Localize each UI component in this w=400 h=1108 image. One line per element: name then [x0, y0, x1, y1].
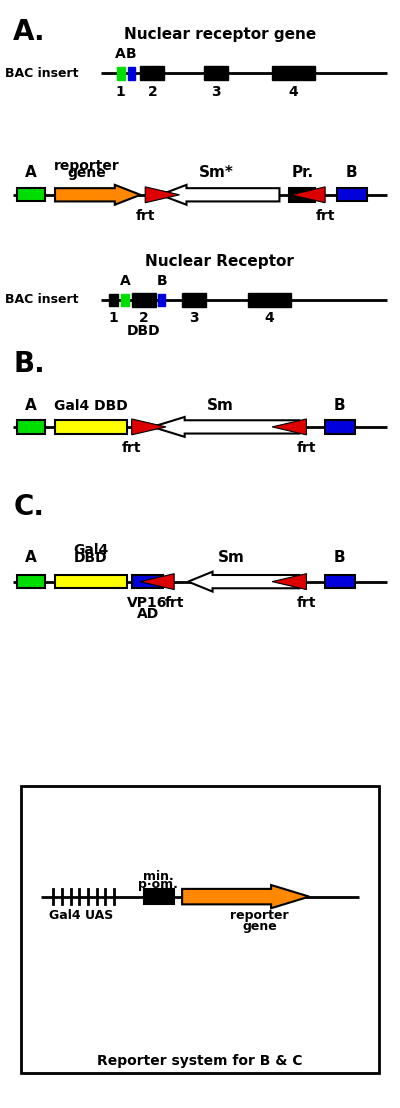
Text: reporter: reporter	[54, 158, 120, 173]
Text: gene: gene	[68, 166, 106, 181]
Text: 3: 3	[189, 311, 199, 325]
Text: B.: B.	[13, 349, 45, 378]
Bar	[17, 188, 45, 202]
Text: Reporter system for B & C: Reporter system for B & C	[97, 1054, 303, 1068]
Bar	[272, 66, 315, 81]
Bar	[55, 575, 126, 588]
Text: min.: min.	[143, 871, 174, 883]
Text: B: B	[126, 47, 136, 61]
Text: A.: A.	[13, 18, 46, 45]
Polygon shape	[291, 187, 325, 203]
Text: B: B	[334, 398, 346, 412]
Text: 2: 2	[148, 85, 157, 100]
Polygon shape	[132, 419, 166, 434]
Bar	[289, 187, 315, 202]
Text: frt: frt	[315, 209, 335, 223]
Text: Sm: Sm	[206, 398, 233, 412]
Bar	[182, 293, 206, 307]
Text: A: A	[25, 165, 37, 181]
FancyArrow shape	[160, 185, 280, 205]
Bar	[204, 66, 228, 81]
Polygon shape	[272, 574, 306, 589]
Text: 4: 4	[265, 311, 274, 325]
Text: B: B	[334, 550, 346, 565]
Text: Nuclear receptor gene: Nuclear receptor gene	[124, 27, 316, 42]
Bar	[110, 294, 118, 306]
FancyArrow shape	[55, 185, 140, 205]
Text: A: A	[115, 47, 126, 61]
Text: gene: gene	[242, 920, 277, 933]
Text: C.: C.	[13, 493, 44, 521]
Bar	[55, 420, 126, 433]
Bar	[17, 420, 45, 433]
Text: DBD: DBD	[74, 551, 108, 565]
Bar	[144, 889, 174, 904]
Text: A: A	[25, 398, 37, 412]
Text: frt: frt	[122, 441, 142, 455]
Polygon shape	[140, 574, 174, 589]
Bar	[248, 293, 291, 307]
Text: Sm*: Sm*	[198, 165, 233, 181]
Polygon shape	[272, 419, 306, 434]
Text: Gal4 UAS: Gal4 UAS	[49, 909, 113, 922]
Text: B: B	[156, 274, 167, 288]
Text: 3: 3	[211, 85, 221, 100]
Bar	[128, 66, 135, 80]
Bar	[132, 575, 164, 588]
Text: DBD: DBD	[127, 325, 160, 338]
Text: reporter: reporter	[230, 909, 289, 922]
Text: Pr.: Pr.	[292, 165, 314, 181]
Text: 2: 2	[139, 311, 148, 325]
Bar	[337, 188, 367, 202]
Text: Gal4: Gal4	[73, 543, 108, 557]
Text: Nuclear Receptor: Nuclear Receptor	[146, 254, 294, 268]
Text: frt: frt	[297, 596, 316, 611]
Text: A: A	[25, 550, 37, 565]
FancyArrow shape	[188, 572, 299, 592]
Bar	[140, 66, 164, 81]
FancyArrow shape	[182, 885, 309, 909]
Bar	[325, 575, 355, 588]
Text: Gal4 DBD: Gal4 DBD	[54, 399, 128, 412]
Text: Sm: Sm	[218, 550, 245, 565]
Text: BAC insert: BAC insert	[5, 294, 79, 306]
Bar	[325, 420, 355, 433]
Text: frt: frt	[164, 596, 184, 611]
Text: B: B	[346, 165, 358, 181]
Bar	[121, 294, 129, 306]
Bar	[116, 66, 124, 80]
Bar	[17, 575, 45, 588]
FancyArrow shape	[152, 417, 299, 437]
Text: frt: frt	[297, 441, 316, 455]
Polygon shape	[145, 187, 180, 203]
Bar	[132, 293, 156, 307]
Text: 1: 1	[116, 85, 126, 100]
Text: A: A	[120, 274, 131, 288]
Bar	[21, 786, 379, 1074]
Text: p·om.: p·om.	[138, 879, 178, 891]
Text: AD: AD	[136, 607, 159, 622]
Bar	[158, 294, 166, 306]
Text: 4: 4	[288, 85, 298, 100]
Text: frt: frt	[136, 209, 155, 223]
Text: BAC insert: BAC insert	[5, 66, 79, 80]
Text: 1: 1	[109, 311, 119, 325]
Text: VP16: VP16	[127, 596, 168, 611]
